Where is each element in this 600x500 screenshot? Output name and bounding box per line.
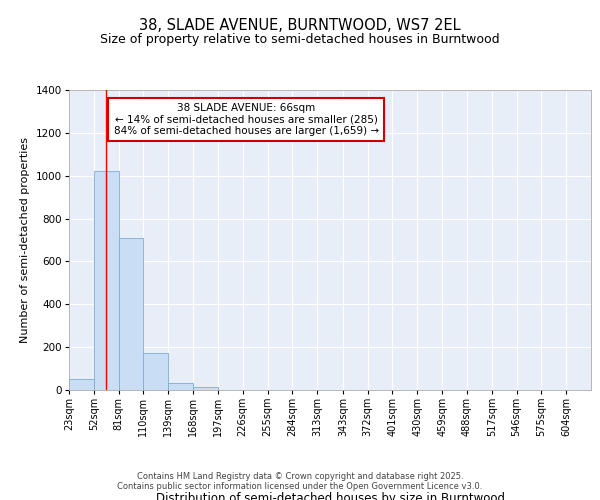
X-axis label: Distribution of semi-detached houses by size in Burntwood: Distribution of semi-detached houses by … <box>155 492 505 500</box>
Text: 38, SLADE AVENUE, BURNTWOOD, WS7 2EL: 38, SLADE AVENUE, BURNTWOOD, WS7 2EL <box>139 18 461 32</box>
Bar <box>69 380 94 390</box>
Bar <box>119 238 143 390</box>
Bar <box>193 387 218 390</box>
Text: Size of property relative to semi-detached houses in Burntwood: Size of property relative to semi-detach… <box>100 32 500 46</box>
Bar <box>143 352 168 390</box>
Bar <box>94 172 119 390</box>
Y-axis label: Number of semi-detached properties: Number of semi-detached properties <box>20 137 30 343</box>
Text: 38 SLADE AVENUE: 66sqm
← 14% of semi-detached houses are smaller (285)
84% of se: 38 SLADE AVENUE: 66sqm ← 14% of semi-det… <box>113 103 379 136</box>
Bar <box>168 382 193 390</box>
Text: Contains HM Land Registry data © Crown copyright and database right 2025.
Contai: Contains HM Land Registry data © Crown c… <box>118 472 482 491</box>
